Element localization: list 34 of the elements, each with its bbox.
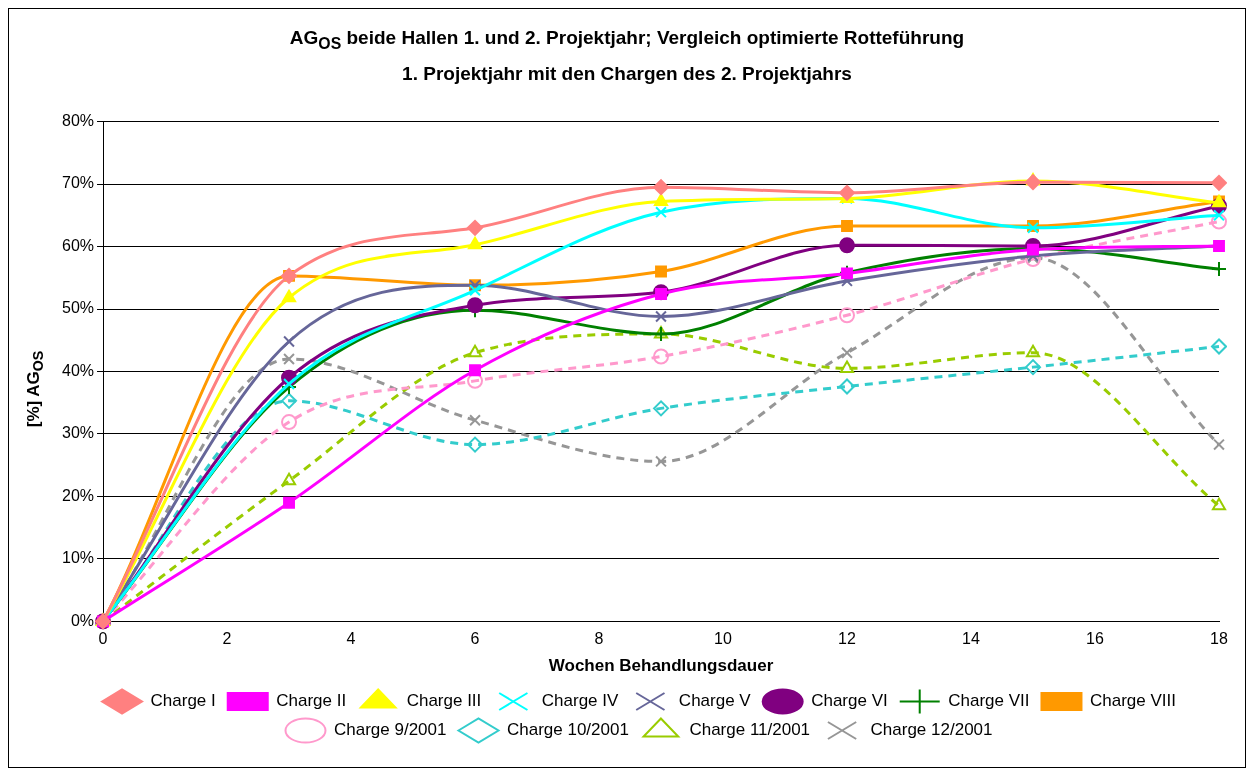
legend-label: Charge IV bbox=[541, 691, 620, 711]
x-tick-label: 10 bbox=[714, 630, 733, 648]
legend-label: Charge 11/2001 bbox=[689, 720, 811, 740]
x-tick-label: 4 bbox=[346, 630, 356, 648]
legend-label: Charge VII bbox=[948, 691, 1030, 711]
legend-label: Charge V bbox=[678, 691, 752, 711]
x-tick-label: 12 bbox=[838, 630, 857, 648]
x-tick-label: 2 bbox=[222, 630, 232, 648]
y-tick-label: 10% bbox=[61, 549, 95, 567]
legend-label: Charge 12/2001 bbox=[870, 720, 993, 740]
y-tick-label: 80% bbox=[61, 112, 95, 130]
x-tick-label: 8 bbox=[594, 630, 604, 648]
chart-title: AG$_{OS}$ beide Hallen 1. und 2. Projektjahr; Vergleich optimierte Rotteführung bbox=[288, 26, 966, 54]
y-tick-label: 0% bbox=[70, 611, 95, 629]
x-tick-label: 14 bbox=[962, 630, 981, 648]
x-tick-label: 0 bbox=[98, 630, 108, 648]
x-tick-label: 16 bbox=[1086, 630, 1104, 648]
y-tick-label: 70% bbox=[61, 174, 95, 192]
y-tick-label: 20% bbox=[61, 486, 95, 504]
legend-label: Charge I bbox=[150, 691, 216, 711]
legend-label: Charge 10/2001 bbox=[506, 720, 629, 740]
legend-label: Charge II bbox=[276, 691, 347, 711]
legend-label: Charge 9/2001 bbox=[334, 720, 447, 740]
legend-label: Charge VIII bbox=[1089, 691, 1176, 711]
y-tick-label: 60% bbox=[61, 236, 95, 254]
chart-subtitle: 1. Projektjahr mit den Chargen des 2. Projektjahrs bbox=[401, 61, 853, 86]
x-tick-label: 6 bbox=[470, 630, 480, 648]
x-tick-label: 18 bbox=[1210, 630, 1228, 648]
legend-label: Charge III bbox=[406, 691, 482, 711]
y-tick-label: 50% bbox=[61, 299, 95, 317]
x-axis-title: Wochen Behandlungsdauer bbox=[548, 656, 774, 676]
legend-label: Charge VI bbox=[811, 691, 888, 711]
y-tick-label: 30% bbox=[61, 424, 95, 442]
y-tick-label: 40% bbox=[61, 361, 95, 379]
